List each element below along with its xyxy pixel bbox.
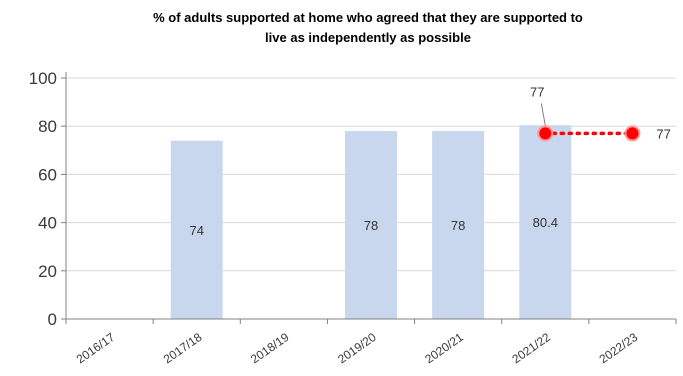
bar [432, 131, 485, 319]
x-tick-label: 2018/19 [248, 330, 292, 367]
y-tick-label: 60 [38, 165, 57, 184]
target-line-series [537, 103, 641, 142]
target-point [537, 125, 554, 142]
x-tick-label: 2017/18 [161, 330, 205, 367]
y-tick-label: 100 [29, 69, 57, 88]
x-tick-label: 2022/23 [597, 330, 641, 367]
bar-value-label: 78 [364, 218, 378, 233]
y-tick-label: 0 [48, 310, 57, 329]
x-tick-label: 2020/21 [422, 330, 466, 367]
axes [61, 72, 677, 324]
bar [170, 140, 223, 319]
y-tick-label: 40 [38, 214, 57, 233]
bar [519, 125, 572, 320]
x-tick-label: 2019/20 [335, 330, 379, 367]
bar-value-label: 78 [451, 218, 465, 233]
target-point [624, 125, 641, 142]
bar [345, 131, 397, 319]
bar-value-label: 80.4 [533, 215, 558, 230]
y-tick-label: 20 [38, 262, 57, 281]
bar-value-label: 74 [189, 223, 203, 238]
bars [170, 125, 572, 320]
target-point-label: 77 [530, 84, 544, 99]
target-point-label: 77 [656, 126, 670, 141]
x-tick-label: 2016/17 [74, 330, 118, 367]
chart-title-line-1: % of adults supported at home who agreed… [153, 10, 583, 25]
y-tick-label: 80 [38, 117, 57, 136]
x-tick-label: 2021/22 [509, 330, 553, 367]
chart-title-line-2: live as independently as possible [265, 30, 471, 45]
leader-line [540, 103, 546, 126]
